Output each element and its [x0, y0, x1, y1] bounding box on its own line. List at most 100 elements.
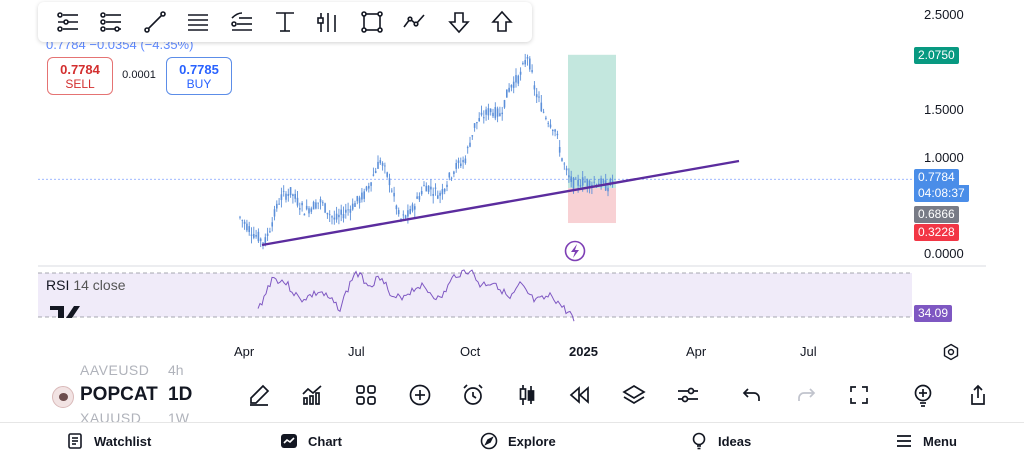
- arrow-down-tool-icon[interactable]: [443, 6, 475, 38]
- candle-body: [441, 189, 444, 195]
- parallel-lines-tool-icon[interactable]: [182, 6, 214, 38]
- lightbulb-icon: [692, 432, 706, 450]
- candle-body: [299, 208, 301, 210]
- candle-body: [437, 195, 439, 199]
- alert-clock-icon[interactable]: [457, 379, 489, 411]
- measure-tool-icon[interactable]: [269, 6, 301, 38]
- candle-body: [253, 234, 255, 238]
- indicators-icon[interactable]: [296, 379, 328, 411]
- undo-icon[interactable]: [736, 379, 768, 411]
- candle-body: [384, 165, 386, 167]
- buy-button[interactable]: 0.7785 BUY: [166, 57, 232, 95]
- candle-body: [370, 182, 372, 186]
- candle-body: [524, 60, 526, 65]
- candle-body: [416, 196, 418, 199]
- sell-button[interactable]: 0.7784 SELL: [47, 57, 113, 95]
- candle-body: [529, 58, 531, 70]
- candle-body: [483, 117, 485, 119]
- nav-chart[interactable]: Chart: [280, 432, 342, 450]
- bar-countdown-label: 04:08:37: [914, 185, 969, 202]
- candle-body: [287, 193, 290, 197]
- chart-canvas[interactable]: [0, 0, 1024, 372]
- candle-body: [526, 56, 529, 59]
- candle-body: [496, 108, 499, 117]
- candle-body: [379, 160, 382, 164]
- sell-label: SELL: [65, 76, 95, 91]
- candle-body: [361, 192, 363, 200]
- candle-body: [494, 107, 497, 119]
- brush-icon[interactable]: [243, 379, 275, 411]
- candle-body: [434, 187, 437, 189]
- candle-body: [439, 192, 441, 196]
- price-tick: 0.0000: [924, 246, 964, 261]
- lightning-bolt-icon: [571, 244, 579, 258]
- candle-body: [303, 213, 306, 216]
- nav-explore[interactable]: Explore: [480, 432, 556, 450]
- candle-body: [243, 221, 246, 224]
- candle-body: [259, 238, 262, 242]
- nav-menu-label: Menu: [923, 433, 957, 449]
- candle-body: [506, 89, 508, 98]
- candle-body: [607, 187, 609, 192]
- horizontal-lines-tool-icon[interactable]: [52, 6, 84, 38]
- candle-body: [471, 135, 474, 137]
- add-idea-icon[interactable]: [907, 379, 939, 411]
- share-icon[interactable]: [962, 379, 994, 411]
- drawing-toolbar: [38, 2, 532, 42]
- candle-body: [420, 190, 423, 195]
- candle-body: [340, 209, 342, 215]
- date-tick: 2025: [569, 344, 598, 359]
- candle-body: [324, 203, 326, 213]
- nav-watchlist[interactable]: Watchlist: [66, 432, 151, 450]
- candle-body: [558, 147, 561, 153]
- chart-settings-icon[interactable]: [942, 343, 960, 361]
- sliders-tool-icon[interactable]: [95, 6, 127, 38]
- spread-value: 0.0001: [122, 69, 156, 81]
- candle-body: [563, 163, 566, 165]
- nav-ideas[interactable]: Ideas: [690, 432, 751, 450]
- symbol-selector[interactable]: AAVEUSD 4h POPCAT 1D XAUUSD 1W: [48, 362, 248, 426]
- candle-body: [584, 181, 586, 183]
- candle-body: [602, 180, 605, 183]
- candle-body: [473, 123, 476, 128]
- rectangle-tool-icon[interactable]: [356, 6, 388, 38]
- layers-icon[interactable]: [618, 379, 650, 411]
- candle-body: [565, 168, 568, 171]
- candle-body: [305, 205, 308, 210]
- rsi-band: [38, 273, 912, 317]
- symbol-name[interactable]: POPCAT: [80, 384, 158, 405]
- rsi-legend[interactable]: RSI 14 close: [46, 277, 126, 293]
- candle-body: [282, 190, 285, 192]
- arrow-up-tool-icon[interactable]: [486, 6, 518, 38]
- candle-body: [407, 210, 409, 217]
- templates-icon[interactable]: [350, 379, 382, 411]
- fullscreen-icon[interactable]: [843, 379, 875, 411]
- candle-body: [466, 147, 469, 149]
- candle-body: [609, 179, 612, 185]
- candle-body: [450, 177, 453, 179]
- interval-selector[interactable]: 1D: [168, 384, 193, 405]
- candle-body: [296, 197, 299, 206]
- candle-body: [489, 108, 492, 113]
- path-tool-icon[interactable]: [399, 6, 431, 38]
- candle-body: [241, 220, 244, 221]
- pitchfork-tool-icon[interactable]: [312, 6, 344, 38]
- replay-icon[interactable]: [564, 379, 596, 411]
- candle-body: [448, 172, 451, 178]
- candle-body: [425, 185, 428, 192]
- fib-retracement-tool-icon[interactable]: [226, 6, 258, 38]
- candle-body: [476, 122, 478, 124]
- position-profit-zone: [568, 54, 616, 189]
- nav-menu[interactable]: Menu: [895, 432, 957, 450]
- candle-body: [326, 212, 329, 215]
- add-icon[interactable]: [404, 379, 436, 411]
- candles-icon[interactable]: [511, 379, 543, 411]
- candle-body: [397, 210, 400, 215]
- trend-line-tool-icon[interactable]: [139, 6, 171, 38]
- candle-body: [593, 181, 595, 183]
- redo-icon[interactable]: [790, 379, 822, 411]
- rsi-line: [257, 269, 575, 322]
- bottom-navigation: Watchlist Chart Explore Ideas Menu: [0, 422, 1024, 460]
- settings-sliders-icon[interactable]: [672, 379, 704, 411]
- candle-body: [492, 112, 494, 117]
